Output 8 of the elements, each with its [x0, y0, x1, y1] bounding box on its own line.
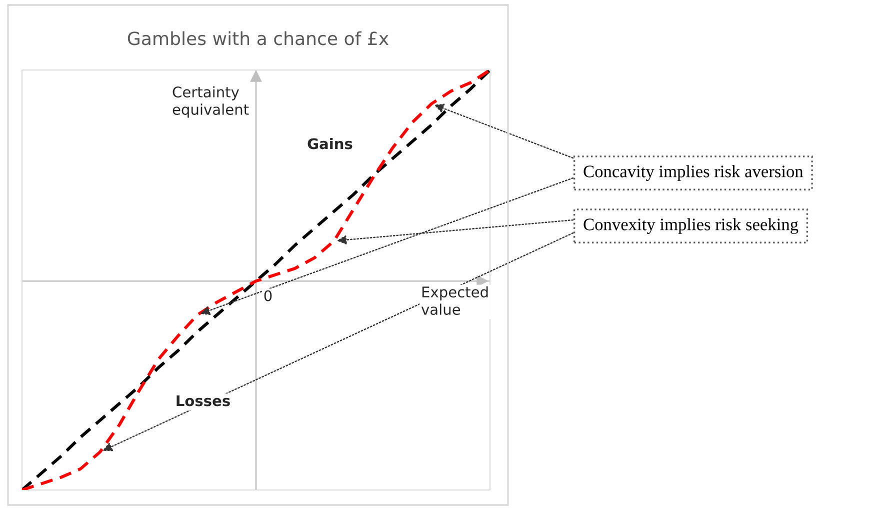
annotation: Gains [308, 138, 352, 150]
annotation: Losses [176, 395, 230, 406]
y-axis-title: Certainty equivalent [172, 86, 249, 118]
annotation: 0 [264, 290, 272, 302]
chart-title: Gambles with a chance of £x [128, 31, 389, 46]
text: Concavity implies risk aversion [584, 165, 804, 181]
x-axis-title: Expected value [421, 286, 488, 315]
text: Convexity implies risk seeking [584, 218, 798, 234]
